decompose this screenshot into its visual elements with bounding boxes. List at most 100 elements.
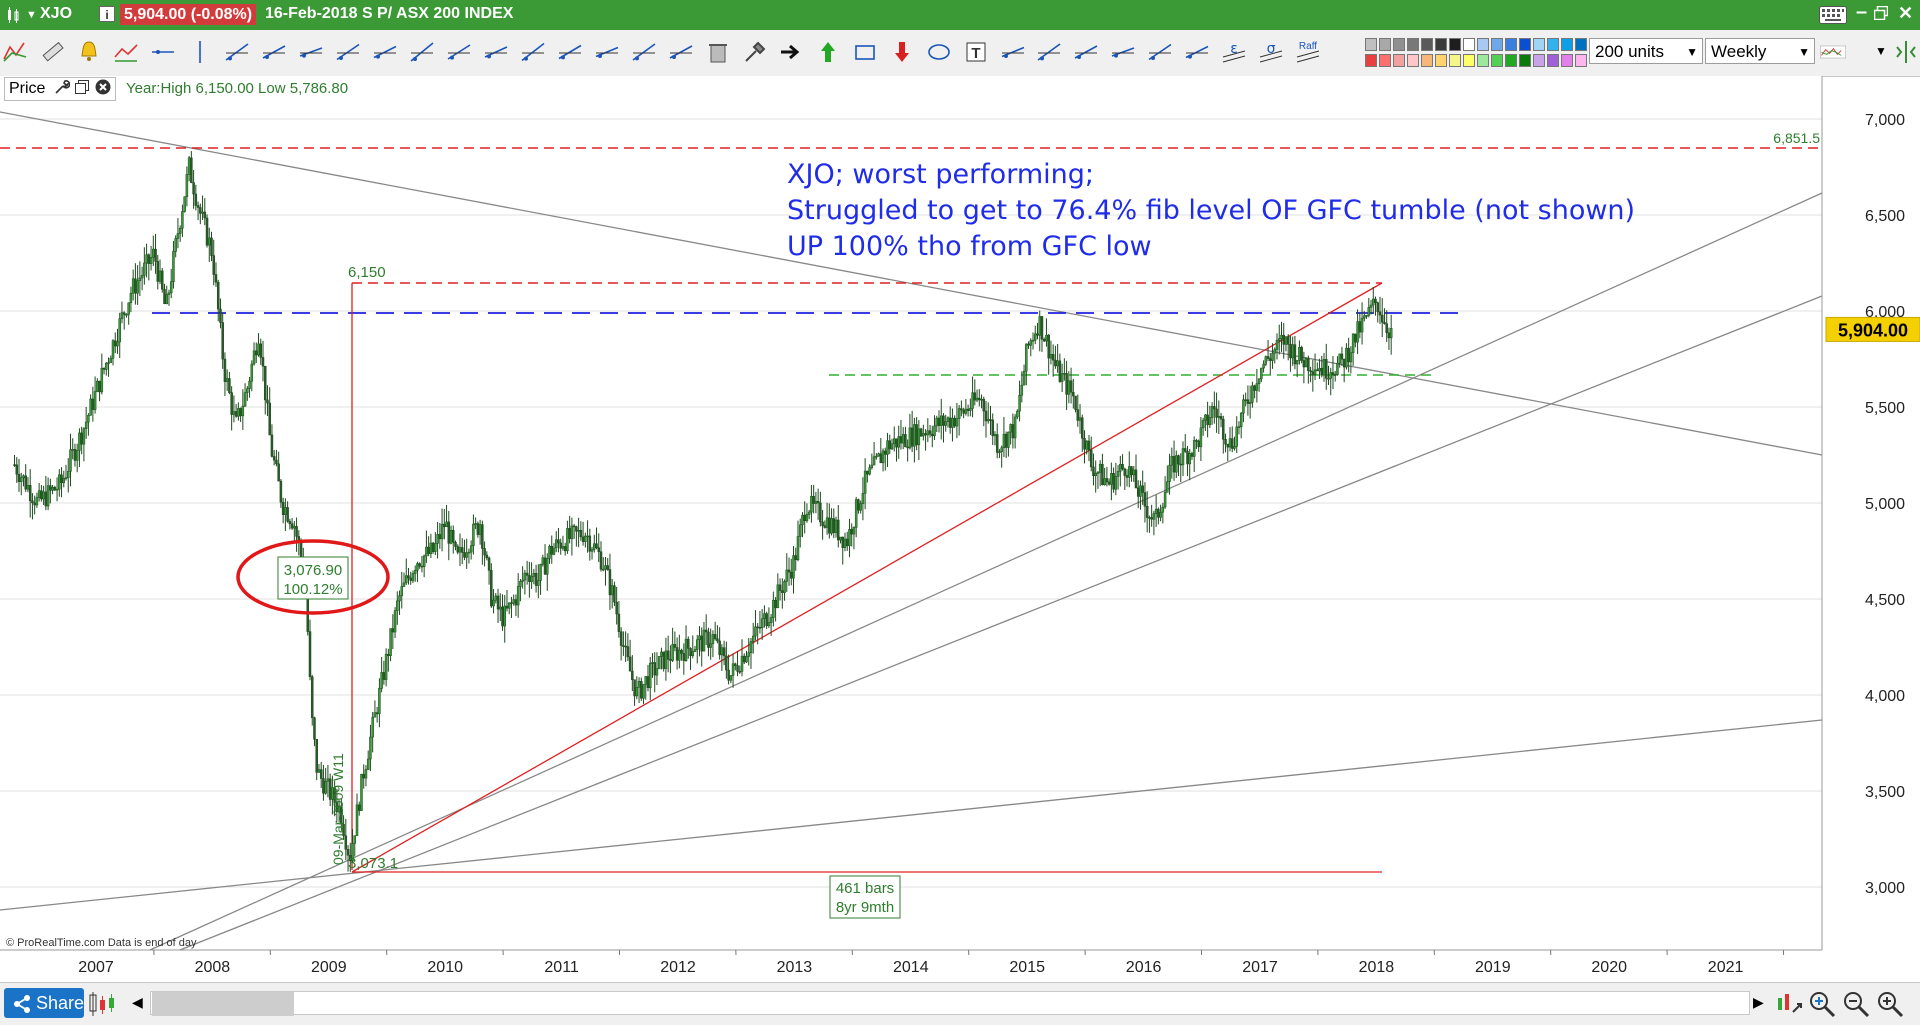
triangle-tool-icon[interactable] [1000, 39, 1026, 65]
timeframe-select[interactable]: Weekly ▼ [1705, 38, 1815, 64]
color-swatch[interactable] [1393, 38, 1405, 51]
trend-line-tool-icon[interactable] [113, 39, 139, 65]
info-icon[interactable]: i [99, 6, 115, 27]
scrollbar-thumb[interactable] [152, 992, 294, 1016]
color-swatch[interactable] [1449, 38, 1461, 51]
color-swatch[interactable] [1435, 54, 1447, 67]
close-panel-icon[interactable] [95, 80, 111, 97]
price-chart[interactable]: 7,0006,5006,0005,5005,0004,5004,0003,500… [0, 76, 1920, 982]
color-swatch[interactable] [1575, 54, 1587, 67]
cycles-tool-icon[interactable] [1036, 39, 1062, 65]
extended-line-tool-icon[interactable] [557, 39, 583, 65]
color-swatch[interactable] [1379, 38, 1391, 51]
sigma-channel-icon[interactable]: σ [1258, 39, 1284, 65]
grid-tool-icon[interactable] [1184, 39, 1210, 65]
keyboard-icon[interactable] [1819, 6, 1847, 29]
close-icon[interactable]: ✕ [1898, 3, 1913, 24]
rectangle-tool-icon[interactable] [852, 39, 878, 65]
share-button[interactable]: Share [4, 988, 84, 1018]
polyline-tool-icon[interactable] [372, 39, 398, 65]
segment-tool-icon[interactable] [335, 39, 361, 65]
color-swatch[interactable] [1365, 38, 1377, 51]
wrench-icon[interactable] [54, 80, 74, 97]
percent-tool-icon[interactable] [668, 39, 694, 65]
color-swatch[interactable] [1435, 38, 1447, 51]
color-swatch[interactable] [1407, 54, 1419, 67]
color-swatch[interactable] [1491, 38, 1503, 51]
arrow-right-tool-icon[interactable] [778, 39, 804, 65]
zoom-out-icon[interactable] [1842, 990, 1870, 1023]
zoom-in-icon[interactable] [1876, 990, 1904, 1023]
color-swatch[interactable] [1491, 54, 1503, 67]
vertical-line-tool-icon[interactable] [187, 39, 213, 65]
minimize-icon[interactable]: – [1856, 1, 1867, 24]
ellipse-tool-icon[interactable] [926, 39, 952, 65]
arrow-line-tool-icon[interactable] [520, 39, 546, 65]
indicators-icon[interactable] [1820, 39, 1874, 65]
horizontal-scrollbar[interactable] [150, 991, 1750, 1015]
restore-icon[interactable] [1874, 6, 1888, 25]
color-swatch[interactable] [1477, 38, 1489, 51]
color-swatch[interactable] [1365, 54, 1377, 67]
fit-screen-icon[interactable] [1808, 990, 1836, 1023]
color-swatch[interactable] [1449, 54, 1461, 67]
color-swatch[interactable] [1533, 54, 1545, 67]
color-swatch[interactable] [1421, 54, 1433, 67]
circle-cross-tool-icon[interactable] [1147, 39, 1173, 65]
alert-bell-icon[interactable] [76, 39, 102, 65]
scroll-right-icon[interactable]: ▶ [1753, 994, 1764, 1011]
candle-body [504, 606, 506, 626]
candle-body [795, 556, 797, 560]
channel-tool-icon[interactable] [224, 39, 250, 65]
color-swatch[interactable] [1575, 38, 1587, 51]
color-swatch[interactable] [1463, 54, 1475, 67]
raff-channel-icon[interactable]: Raff [1295, 39, 1321, 65]
epsilon-channel-icon[interactable]: ε [1221, 39, 1247, 65]
color-swatch[interactable] [1477, 54, 1489, 67]
split-view-icon[interactable] [1893, 39, 1919, 65]
sell-arrow-icon[interactable] [889, 39, 915, 65]
ray-tool-icon[interactable] [261, 39, 287, 65]
scroll-left-icon[interactable]: ◀ [132, 994, 143, 1011]
parallel-lines-tool-icon[interactable] [594, 39, 620, 65]
color-swatch[interactable] [1407, 38, 1419, 51]
color-swatch[interactable] [1519, 54, 1531, 67]
fibonacci-tool-icon[interactable] [409, 39, 435, 65]
fan-tool-icon[interactable] [298, 39, 324, 65]
buy-arrow-icon[interactable] [815, 39, 841, 65]
text-tool-icon[interactable]: T [963, 39, 989, 65]
color-swatch[interactable] [1505, 54, 1517, 67]
color-swatch[interactable] [1561, 38, 1573, 51]
color-swatch[interactable] [1547, 38, 1559, 51]
share-label: Share [36, 988, 84, 1018]
regression-tool-icon[interactable] [483, 39, 509, 65]
speed-lines-tool-icon[interactable] [1073, 39, 1099, 65]
delete-drawing-icon[interactable] [705, 39, 731, 65]
trend-channel-tool-icon[interactable] [631, 39, 657, 65]
color-swatch[interactable] [1421, 38, 1433, 51]
color-swatch[interactable] [1519, 38, 1531, 51]
color-swatch[interactable] [1379, 54, 1391, 67]
horizontal-line-tool-icon[interactable] [150, 39, 176, 65]
color-swatch[interactable] [1547, 54, 1559, 67]
tools-icon[interactable] [742, 39, 768, 65]
autoscale-icon[interactable] [1775, 990, 1803, 1023]
chart-type-icon[interactable] [6, 6, 22, 29]
color-swatch[interactable] [1463, 38, 1475, 51]
gann-fan-tool-icon[interactable] [1110, 39, 1136, 65]
color-swatch[interactable] [1393, 54, 1405, 67]
units-select[interactable]: 200 units ▼ [1589, 38, 1703, 64]
zoom-tool-icon[interactable] [446, 39, 472, 65]
color-swatch[interactable] [1533, 38, 1545, 51]
zigzag-line-tool-icon[interactable] [2, 39, 28, 65]
ruler-tool-icon[interactable] [39, 39, 65, 65]
candlestick-mode-icon[interactable] [88, 992, 124, 1021]
candle-body [640, 681, 642, 698]
symbol-name[interactable]: XJO [40, 5, 72, 23]
color-swatch[interactable] [1561, 54, 1573, 67]
duplicate-icon[interactable] [74, 80, 94, 97]
color-swatch[interactable] [1505, 38, 1517, 51]
symbol-dropdown-icon[interactable]: ▼ [26, 9, 37, 21]
price-change-badge: 5,904.00 (-0.08%) [120, 4, 256, 25]
